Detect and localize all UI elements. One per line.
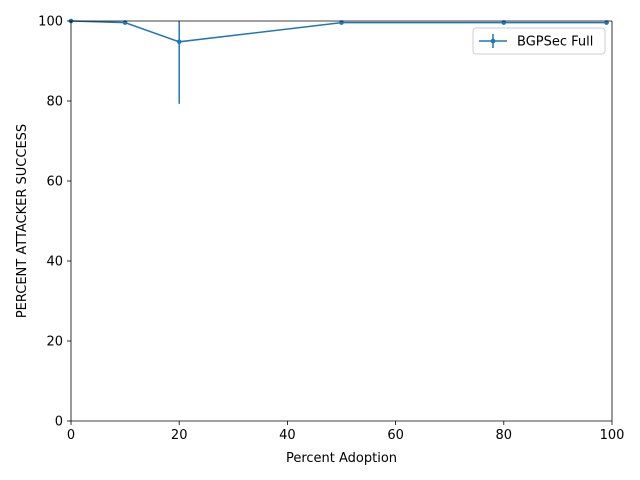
x-tick-label: 100 [600, 428, 625, 443]
axes-layer [70, 20, 613, 422]
y-tick-label: 80 [46, 95, 63, 110]
series-line [70, 20, 607, 43]
y-tick-label: 40 [46, 255, 63, 270]
data-point [604, 20, 609, 25]
y-tick-label: 100 [38, 15, 63, 30]
x-axis-label: Percent Adoption [286, 451, 397, 466]
legend-marker [490, 38, 496, 44]
x-tick-label: 60 [387, 428, 404, 443]
data-point [339, 20, 344, 25]
legend: BGPSec Full [472, 27, 606, 55]
y-axis-label: PERCENT ATTACKER SUCCESS [15, 124, 30, 318]
data-point [176, 39, 182, 45]
series-layer [68, 18, 609, 104]
y-tick-label: 20 [46, 335, 63, 350]
y-tick-label: 60 [46, 175, 63, 190]
plot-area [71, 21, 612, 421]
legend-box [472, 27, 606, 55]
plot-background [71, 21, 612, 421]
x-tick-label: 0 [67, 428, 75, 443]
ticks-layer: 0 20 40 60 80 100 0 20 40 60 80 100 [38, 15, 624, 444]
data-point [122, 20, 128, 25]
y-tick-label: 0 [55, 415, 63, 430]
x-tick-label: 40 [279, 428, 296, 443]
x-tick-label: 20 [171, 428, 188, 443]
data-point [501, 20, 507, 25]
x-tick-label: 80 [496, 428, 513, 443]
legend-label: BGPSec Full [517, 35, 593, 50]
